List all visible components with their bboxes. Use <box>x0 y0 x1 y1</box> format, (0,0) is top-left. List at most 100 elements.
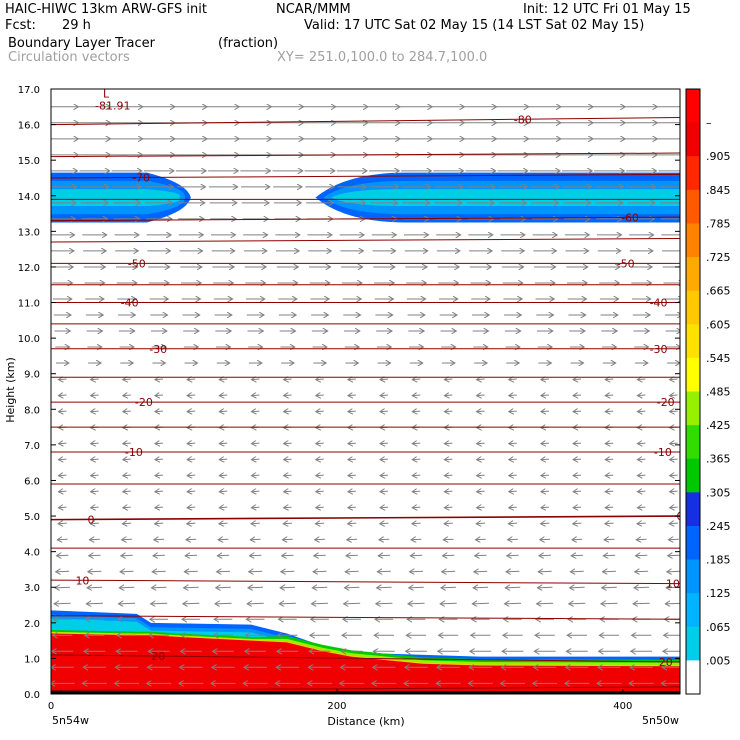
wind-vector <box>509 443 517 444</box>
wind-vector <box>412 459 421 460</box>
wind-vector <box>637 379 646 380</box>
colorbar-swatch <box>686 559 700 594</box>
isotherm-label: -10 <box>125 446 143 459</box>
axes: 0.0 1.0 2.0 3.0 4.0 5.0 6.0 7.0 8.0 9.0 10.0 11.0 12… <box>18 85 680 712</box>
colorbar-label: .485 <box>706 386 731 399</box>
wind-vector <box>58 443 67 444</box>
wind-vector <box>380 507 389 508</box>
x-tick-label: 0 <box>48 701 54 712</box>
wind-vector <box>637 395 646 396</box>
wind-vector <box>573 491 582 492</box>
tracer-core-red <box>51 633 680 694</box>
wind-vector <box>348 523 357 524</box>
wind-vector <box>187 379 196 380</box>
wind-vector <box>541 491 549 492</box>
wind-vector <box>475 555 487 556</box>
wind-vector <box>151 587 167 588</box>
wind-vector <box>282 539 293 540</box>
wind-vector <box>155 395 163 396</box>
wind-vector <box>316 379 324 380</box>
wind-vector <box>603 555 616 556</box>
wind-vector <box>348 475 356 476</box>
wind-vector <box>378 555 391 556</box>
wind-vector <box>346 555 358 556</box>
wind-vector <box>315 523 325 524</box>
isotherm-line <box>51 152 680 158</box>
wind-vector <box>444 523 453 524</box>
colorbar-label: .245 <box>706 520 731 533</box>
isotherm-label: -60 <box>621 211 639 224</box>
wind-vector <box>412 379 421 380</box>
wind-vector <box>219 395 228 396</box>
wind-vector <box>605 395 614 396</box>
forecast-hour: 29 h <box>62 18 91 33</box>
wind-vector <box>251 491 260 492</box>
plot-frame <box>50 88 681 695</box>
wind-vector <box>119 587 135 588</box>
wind-vector <box>251 523 260 524</box>
y-tick-label: 0.0 <box>24 690 40 701</box>
wind-vector <box>57 555 69 556</box>
wind-vector <box>573 411 582 412</box>
wind-vector <box>348 443 356 444</box>
wind-vector <box>55 587 70 588</box>
wind-vector <box>541 459 549 460</box>
wind-vector <box>380 411 389 412</box>
wind-vector <box>284 475 292 476</box>
wind-vector <box>88 571 102 572</box>
isotherm-label: -70 <box>132 171 150 184</box>
wind-vector <box>247 603 264 604</box>
wind-vector <box>280 587 296 588</box>
wind-vector <box>670 379 678 380</box>
wind-vector <box>123 475 131 476</box>
wind-vector <box>284 507 292 508</box>
wind-vector <box>541 411 549 412</box>
colorbar-swatch <box>686 425 700 460</box>
wind-vector <box>605 491 614 492</box>
wind-vector <box>155 475 163 476</box>
wind-vector <box>573 395 582 396</box>
wind-vector <box>219 475 228 476</box>
wind-vector <box>91 507 99 508</box>
colorbar-label: .845 <box>706 184 731 197</box>
wind-vector <box>412 443 421 444</box>
wind-vector <box>670 395 678 396</box>
wind-vector <box>123 379 131 380</box>
wind-vector <box>89 539 100 540</box>
wind-vector <box>377 587 392 588</box>
wind-vector <box>509 507 517 508</box>
wind-vector <box>635 555 648 556</box>
colorbar-label: .785 <box>706 217 731 230</box>
wind-vector <box>279 603 296 604</box>
x-tick-label: 400 <box>613 701 632 712</box>
wind-vector <box>315 539 325 540</box>
wind-vector <box>605 411 614 412</box>
wind-vector <box>281 571 295 572</box>
isotherm-label: 20 <box>151 650 165 663</box>
wind-vector <box>316 395 324 396</box>
wind-vector <box>605 523 614 524</box>
y-tick-label: 5.0 <box>24 512 40 523</box>
wind-vector <box>54 603 71 604</box>
colorbar-label: .005 <box>706 654 731 667</box>
wind-vector <box>412 507 421 508</box>
wind-vector <box>477 379 485 380</box>
valid-time: Valid: 17 UTC Sat 02 May 15 (14 LST Sat … <box>304 18 645 33</box>
wind-vector <box>444 443 453 444</box>
wind-vector <box>282 555 294 556</box>
wind-vector <box>58 395 67 396</box>
wind-vector <box>250 555 262 556</box>
wind-vector <box>186 539 197 540</box>
wind-vector <box>573 379 582 380</box>
wind-vector <box>313 571 327 572</box>
wind-vector <box>377 571 391 572</box>
wind-vector <box>87 587 103 588</box>
wind-vector <box>442 555 455 556</box>
wind-vector <box>155 411 163 412</box>
wind-vector <box>316 491 324 492</box>
cross-section-range: XY= 251.0,100.0 to 284.7,100.0 <box>277 50 488 65</box>
wind-vector <box>380 523 389 524</box>
colorbar-swatch <box>686 156 700 191</box>
wind-vector <box>509 411 517 412</box>
